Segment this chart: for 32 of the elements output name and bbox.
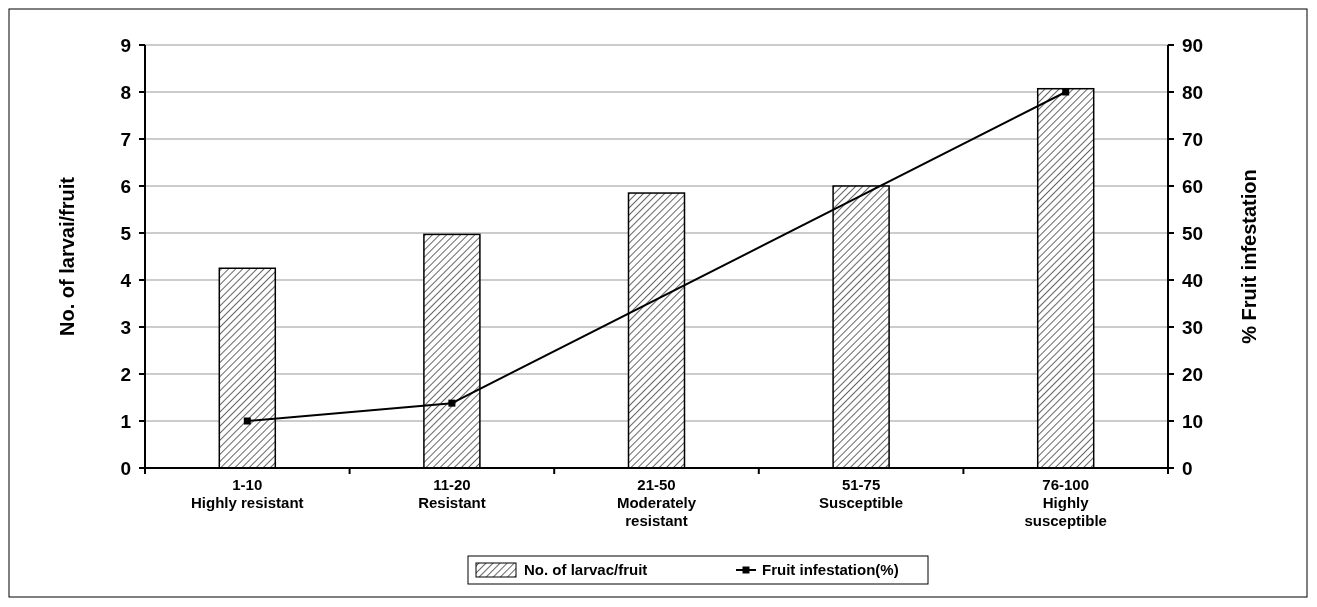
y-axis-title: No. of larvai/fruit: [56, 176, 78, 336]
y2-tick-label: 50: [1182, 222, 1204, 244]
legend-label: Fruit infestation(%): [762, 561, 899, 579]
y-tick-label: 0: [120, 457, 131, 479]
y-tick-label: 5: [120, 222, 132, 244]
y-tick-label: 8: [120, 81, 131, 103]
y2-tick-label: 80: [1182, 81, 1204, 103]
point: [448, 399, 456, 407]
y-tick-label: 1: [120, 410, 132, 432]
x-tick-label: 76-100 Highly susceptible: [1024, 476, 1107, 529]
y2-axis-title: % Fruit infestation: [1238, 169, 1260, 344]
x-tick-label: 21-50 Moderately resistant: [616, 476, 697, 529]
y2-tick-label: 90: [1182, 34, 1204, 56]
y2-tick-label: 30: [1182, 316, 1204, 338]
legend-label: No. of larvac/fruit: [524, 561, 648, 579]
y2-tick-label: 40: [1182, 269, 1204, 291]
y2-tick-label: 0: [1182, 457, 1193, 479]
y2-tick-label: 70: [1182, 128, 1204, 150]
y-tick-label: 9: [120, 34, 131, 56]
y2-tick-label: 60: [1182, 175, 1204, 197]
point: [1062, 88, 1070, 96]
y2-tick-label: 10: [1182, 410, 1204, 432]
y-tick-label: 3: [120, 316, 131, 338]
y2-tick-label: 20: [1182, 363, 1204, 385]
y-tick-label: 6: [120, 175, 131, 197]
y-tick-label: 2: [120, 363, 131, 385]
y-tick-label: 7: [120, 128, 131, 150]
x-tick-label: 11-20 Resistant: [418, 476, 486, 511]
x-tick-label: 51-75 Susceptible: [819, 476, 904, 511]
y-tick-label: 4: [120, 269, 132, 291]
x-tick-label: 1-10 Highly resistant: [191, 476, 304, 511]
point: [243, 417, 251, 425]
